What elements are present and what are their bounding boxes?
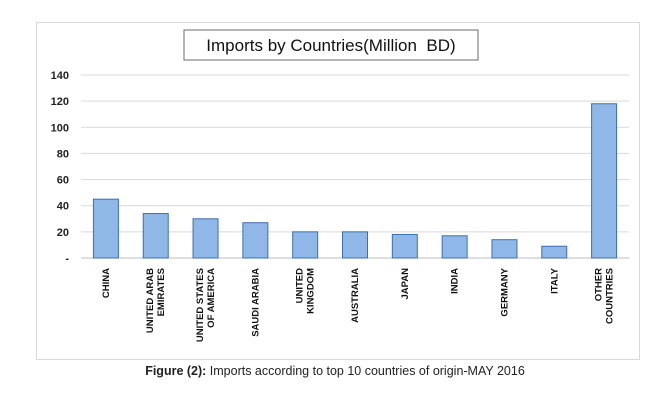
category-label-line: OF AMERICA <box>206 268 217 328</box>
category-label-line: AUSTRALIA <box>350 268 361 323</box>
y-tick-label: 20 <box>57 227 69 239</box>
chart-title: Imports by Countries(Million BD) <box>206 36 455 55</box>
y-tick-label: 120 <box>51 96 69 108</box>
bar-6 <box>391 233 418 259</box>
category-label: ITALY <box>549 267 560 294</box>
y-tick-label: 40 <box>57 201 69 213</box>
category-label: JAPAN <box>400 268 411 300</box>
bar-7 <box>441 235 468 259</box>
category-label-line: INDIA <box>450 268 461 294</box>
category-label-line: JAPAN <box>400 268 411 300</box>
bar-4 <box>292 231 319 259</box>
bar-5 <box>342 231 368 259</box>
bar-2 <box>192 218 219 259</box>
category-label-line: SAUDI ARABIA <box>250 268 261 337</box>
chart-title-group: Imports by Countries(Million BD) <box>183 29 479 61</box>
category-label-line: OTHER <box>594 268 605 301</box>
category-label-line: UNITED <box>295 268 306 304</box>
category-label: UNITED ARAB EMIRATES <box>145 268 167 333</box>
y-tick-label: - <box>65 253 69 265</box>
bar-0 <box>92 198 119 259</box>
chart-frame: - 20 40 60 80 100 120 140 CHINA UNITED ARAB EMIRA… <box>36 22 640 360</box>
category-label: GERMANY <box>499 267 510 316</box>
category-label: OTHER COUNTRIES <box>594 268 616 324</box>
category-label: CHINA <box>101 268 112 298</box>
bar-1 <box>142 213 169 259</box>
gridlines <box>81 74 629 259</box>
category-label: INDIA <box>450 268 461 294</box>
bar-8 <box>491 239 518 259</box>
figure-caption: Figure (2): Imports according to top 10 … <box>0 364 670 378</box>
category-label: AUSTRALIA <box>350 268 361 323</box>
category-label: SAUDI ARABIA <box>250 268 261 337</box>
x-axis-category-labels: CHINA UNITED ARAB EMIRATES UNITED STATES OF … <box>101 267 616 342</box>
y-tick-label: 140 <box>51 70 69 82</box>
category-label: UNITED KINGDOM <box>295 268 317 314</box>
y-tick-label: 60 <box>57 175 69 187</box>
bar-9 <box>541 245 568 259</box>
y-tick-label: 100 <box>51 122 69 134</box>
bars <box>92 103 618 259</box>
category-label-line: EMIRATES <box>156 268 167 316</box>
y-tick-label: 80 <box>57 148 69 160</box>
bar-3 <box>242 222 269 259</box>
category-label-line: COUNTRIES <box>605 268 616 324</box>
category-label-line: UNITED ARAB <box>145 268 156 333</box>
y-axis-tick-labels: - 20 40 60 80 100 120 140 <box>51 70 70 265</box>
category-label-line: ITALY <box>549 267 560 294</box>
category-label-line: KINGDOM <box>306 268 317 314</box>
bar-10 <box>591 103 618 259</box>
figure-caption-text: Imports according to top 10 countries of… <box>206 364 525 378</box>
chart-title-box <box>183 29 479 61</box>
category-label: UNITED STATES OF AMERICA <box>195 268 217 342</box>
category-label-line: GERMANY <box>499 267 510 316</box>
category-label-line: UNITED STATES <box>195 268 206 342</box>
figure-caption-lead: Figure (2): <box>145 364 207 378</box>
bar-chart: - 20 40 60 80 100 120 140 CHINA UNITED ARAB EMIRA… <box>51 29 629 342</box>
category-label-line: CHINA <box>101 268 112 298</box>
